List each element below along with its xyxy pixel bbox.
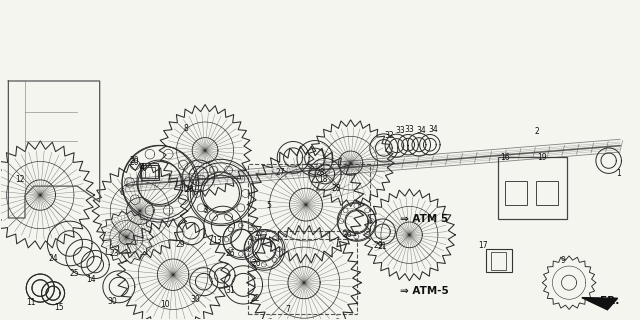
Text: 14: 14 bbox=[86, 275, 96, 284]
Text: 6: 6 bbox=[120, 188, 124, 197]
Text: 34: 34 bbox=[416, 126, 426, 135]
Bar bbox=[145, 167, 156, 178]
Text: 10: 10 bbox=[161, 300, 170, 309]
Text: 30: 30 bbox=[191, 295, 200, 304]
Bar bbox=[491, 252, 506, 270]
Text: 27: 27 bbox=[276, 168, 285, 177]
Text: 33: 33 bbox=[395, 126, 404, 135]
Bar bbox=[536, 181, 557, 205]
Polygon shape bbox=[582, 298, 618, 310]
Text: 1: 1 bbox=[616, 169, 621, 178]
Text: 21: 21 bbox=[378, 242, 387, 251]
Text: 20: 20 bbox=[130, 158, 140, 167]
Text: 12: 12 bbox=[15, 175, 24, 184]
Text: 13: 13 bbox=[212, 236, 221, 245]
Text: 28: 28 bbox=[316, 168, 324, 177]
Text: FR.: FR. bbox=[600, 296, 619, 306]
Text: 4: 4 bbox=[140, 163, 145, 172]
Text: 30: 30 bbox=[108, 297, 117, 306]
Text: 16: 16 bbox=[500, 153, 510, 162]
Text: 8: 8 bbox=[184, 124, 188, 132]
Text: 7: 7 bbox=[285, 305, 291, 314]
Text: 4: 4 bbox=[140, 163, 145, 172]
Text: 22: 22 bbox=[250, 294, 260, 303]
Bar bbox=[505, 181, 527, 205]
Text: 29: 29 bbox=[374, 241, 383, 250]
Text: 26: 26 bbox=[226, 250, 236, 259]
Text: ⇒ ATM 5: ⇒ ATM 5 bbox=[400, 214, 448, 224]
Text: 34: 34 bbox=[429, 125, 438, 134]
Text: 15: 15 bbox=[54, 303, 64, 312]
Text: 33: 33 bbox=[404, 125, 414, 134]
Text: 3: 3 bbox=[204, 206, 209, 215]
Text: 18: 18 bbox=[319, 175, 328, 184]
Text: 9: 9 bbox=[560, 256, 565, 265]
Text: 28: 28 bbox=[184, 185, 194, 194]
Text: 26: 26 bbox=[342, 230, 351, 239]
Bar bbox=[140, 163, 158, 179]
Text: 24: 24 bbox=[48, 254, 58, 263]
Text: 2: 2 bbox=[535, 127, 540, 136]
Text: 26: 26 bbox=[252, 259, 261, 268]
Text: 31: 31 bbox=[226, 286, 236, 295]
Bar bbox=[248, 164, 370, 231]
Text: ⇒ ATM-5: ⇒ ATM-5 bbox=[400, 286, 449, 296]
Text: 20: 20 bbox=[130, 156, 140, 165]
Text: 32: 32 bbox=[384, 131, 394, 140]
Bar bbox=[497, 157, 566, 219]
Bar bbox=[248, 239, 357, 314]
Text: 11: 11 bbox=[27, 298, 36, 307]
Text: 17: 17 bbox=[478, 241, 488, 250]
Text: 19: 19 bbox=[538, 153, 547, 162]
Text: 25: 25 bbox=[69, 268, 79, 278]
Text: 29: 29 bbox=[176, 240, 186, 249]
Text: 3: 3 bbox=[203, 205, 207, 214]
Text: 28: 28 bbox=[332, 184, 340, 193]
Text: 23: 23 bbox=[109, 250, 119, 259]
Text: 5: 5 bbox=[266, 201, 271, 210]
